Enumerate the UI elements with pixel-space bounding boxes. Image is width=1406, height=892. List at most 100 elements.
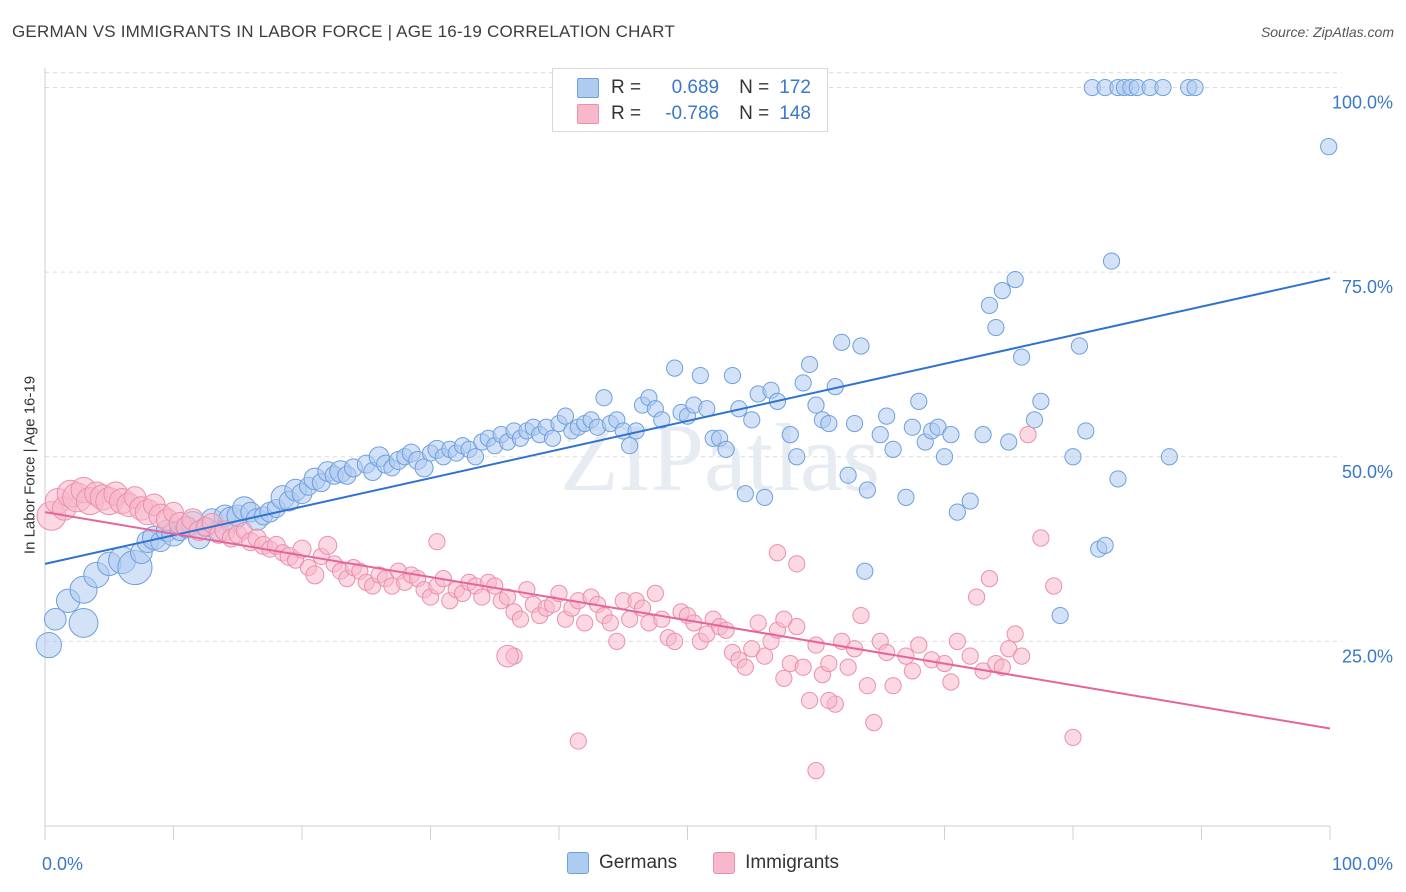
germans-point	[980, 296, 999, 314]
immigrants-point	[698, 625, 716, 643]
germans-point	[717, 440, 735, 458]
germans-point	[781, 426, 799, 444]
germans-point	[35, 631, 62, 659]
germans-point	[621, 437, 639, 455]
germans-swatch	[577, 78, 599, 98]
immigrants-swatch	[577, 104, 599, 124]
immigrants-point	[1045, 577, 1063, 595]
immigrants-point	[601, 614, 620, 632]
germans-point	[691, 366, 709, 385]
immigrants-point	[820, 654, 838, 673]
germans-point	[1006, 270, 1024, 289]
germans-point	[414, 458, 434, 478]
germans-point	[935, 448, 954, 466]
x-tick-label: 0.0%	[42, 854, 83, 874]
germans-point	[1154, 78, 1172, 97]
germans-point	[43, 607, 67, 631]
x-tick-label: 100.0%	[1332, 854, 1393, 874]
n-label: N =	[739, 103, 770, 124]
germans-point	[871, 426, 889, 444]
germans-swatch	[566, 852, 589, 874]
immigrants-point	[948, 632, 966, 650]
germans-point	[788, 448, 806, 466]
immigrants-point	[968, 588, 986, 606]
immigrants-point	[852, 606, 870, 625]
r-value: 0.689	[671, 77, 720, 98]
axes	[44, 68, 1331, 840]
immigrants-swatch	[713, 852, 736, 874]
immigrants-point	[980, 570, 999, 588]
germans-point	[942, 426, 960, 444]
immigrants-point	[518, 581, 536, 599]
immigrants-point	[865, 714, 883, 732]
germans-point	[839, 466, 857, 484]
germans-point	[1051, 606, 1069, 625]
germans-point	[543, 429, 562, 447]
immigrants-point	[756, 647, 774, 665]
immigrants-point	[788, 618, 806, 636]
immigrants-point	[499, 588, 517, 606]
immigrants-point	[717, 621, 735, 639]
germans-point	[1186, 78, 1204, 97]
germans-point	[595, 389, 613, 407]
germans-point	[1160, 448, 1178, 466]
germans-point	[845, 414, 864, 433]
germans-point	[852, 337, 870, 355]
r-label: R =	[611, 103, 642, 124]
immigrants-point	[775, 610, 793, 628]
germans-point	[794, 374, 812, 392]
germans-point	[723, 366, 742, 385]
immigrants-point	[788, 555, 806, 573]
immigrants-point	[736, 658, 754, 676]
immigrants-point	[318, 535, 338, 555]
immigrants-point	[1000, 640, 1018, 658]
immigrants-point	[1032, 529, 1050, 547]
tick-labels: 25.0% 50.0% 75.0% 100.0% 0.0% 100.0%	[42, 93, 1393, 874]
y-tick-label: 100.0%	[1332, 93, 1393, 113]
immigrants-point	[794, 658, 812, 676]
germans-point	[556, 407, 575, 425]
immigrants-point	[839, 658, 857, 676]
immigrants-point	[807, 762, 825, 780]
germans-point	[833, 333, 851, 351]
germans-point	[1096, 536, 1114, 554]
immigrants-point	[775, 669, 793, 687]
germans-point	[856, 562, 874, 580]
germans-point	[897, 488, 915, 506]
series-legend: Germans Immigrants	[0, 852, 1406, 874]
legend-row-immigrants: R = -0.786 N = 148	[577, 102, 811, 126]
legend-row-germans: R = 0.689 N = 172	[577, 76, 811, 100]
y-tick-label: 75.0%	[1342, 277, 1393, 297]
immigrants-point	[768, 544, 787, 562]
immigrants-point	[807, 636, 825, 654]
germans-point	[1032, 392, 1050, 410]
germans-point	[1320, 138, 1338, 156]
immigrants-point	[858, 677, 877, 695]
legend-item-immigrants[interactable]: Immigrants	[713, 852, 839, 874]
germans-point	[1109, 470, 1127, 488]
y-axis-title: In Labor Force | Age 16-19	[21, 375, 39, 555]
r-label: R =	[611, 77, 642, 98]
germans-point	[820, 414, 838, 433]
immigrants-point	[646, 584, 664, 602]
immigrants-point	[666, 632, 684, 650]
immigrants-point	[820, 691, 838, 710]
germans-point	[974, 426, 992, 444]
germans-points	[35, 78, 1338, 659]
germans-point	[1000, 433, 1018, 451]
trend-lines	[44, 277, 1331, 730]
legend-item-germans[interactable]: Germans	[566, 852, 678, 874]
germans-point	[466, 448, 485, 466]
immigrants-trend-line	[44, 511, 1331, 730]
germans-point	[948, 503, 966, 521]
immigrants-point	[749, 614, 767, 632]
immigrants-point	[993, 658, 1011, 676]
germans-point	[756, 488, 774, 506]
germans-point	[736, 485, 754, 503]
immigrants-point	[305, 565, 325, 585]
correlation-legend: R = 0.689 N = 172 R = -0.786 N = 148	[552, 68, 828, 132]
germans-point	[929, 418, 947, 436]
y-tick-label: 25.0%	[1342, 646, 1393, 666]
legend-label: Germans	[598, 852, 678, 873]
